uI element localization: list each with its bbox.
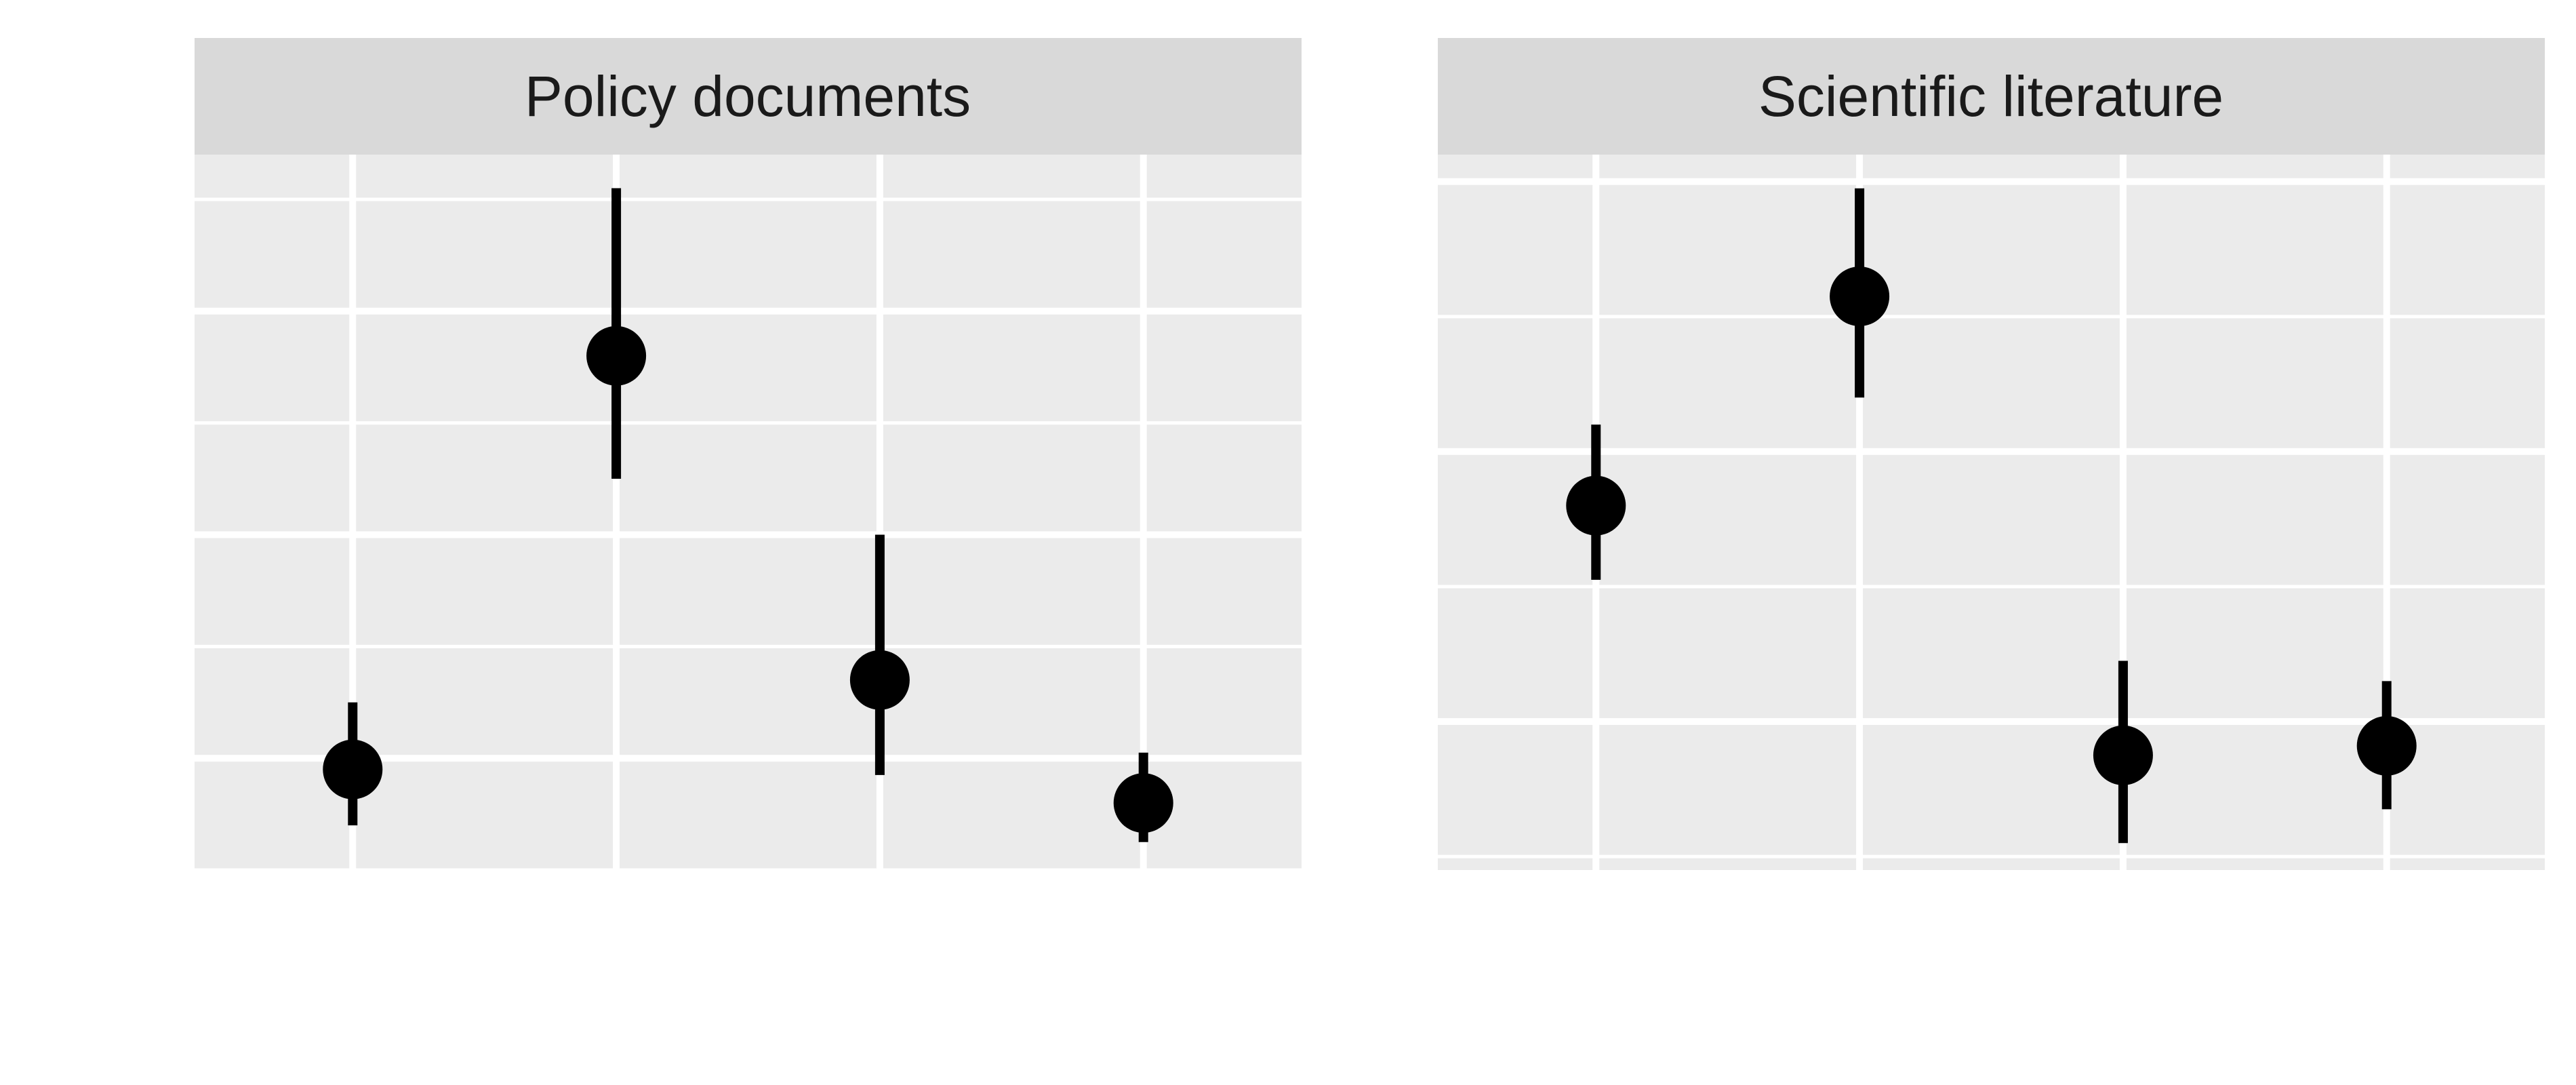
facet-title-policy-documents: Policy documents	[525, 64, 971, 128]
data-point	[323, 739, 383, 800]
data-point	[1113, 773, 1173, 833]
data-marks	[323, 188, 1173, 842]
data-point	[849, 650, 910, 710]
facet-panel-policy-documents: Policy documents	[195, 38, 1302, 872]
data-point	[1830, 267, 1890, 327]
facet-title-scientific-literature: Scientific literature	[1758, 64, 2223, 128]
facet-strip-background	[195, 38, 1302, 155]
data-point	[1566, 475, 1626, 536]
facet-strip-background	[1438, 38, 2545, 155]
data-point	[586, 326, 647, 386]
plot-panel-background	[195, 155, 1302, 870]
facet-panel-scientific-literature: Scientific literature	[1438, 38, 2545, 870]
data-point	[2356, 715, 2417, 776]
data-marks	[1566, 188, 2417, 844]
data-point	[2093, 725, 2153, 785]
